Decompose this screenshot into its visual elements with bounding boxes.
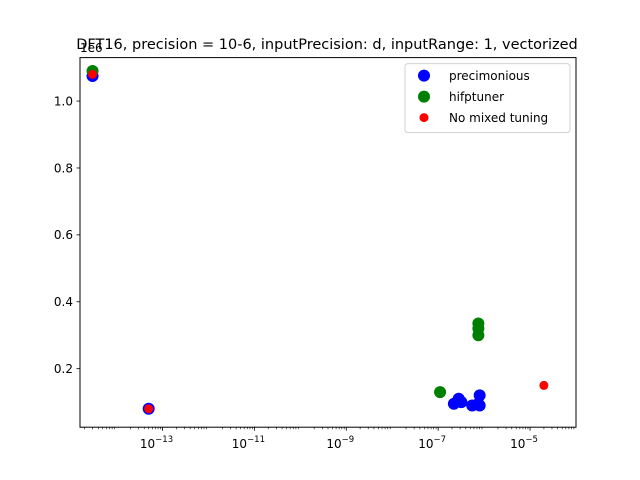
y-tick-label-2: 0.6: [54, 228, 73, 242]
y-offset-label: 1e6: [80, 41, 103, 55]
legend-label-2: No mixed tuning: [449, 111, 548, 125]
x-tick-label-0: 10−13: [140, 435, 173, 451]
legend-marker-2: [419, 113, 429, 123]
point-series-2-0: [88, 69, 98, 79]
x-tick-label-3: 10−7: [418, 435, 446, 451]
point-series-0-8: [473, 399, 486, 412]
point-series-0-7: [473, 389, 486, 402]
legend-label-1: hifptuner: [449, 90, 504, 104]
x-tick-label-4: 10−5: [510, 435, 538, 451]
point-series-2-2: [539, 380, 549, 390]
y-tick-label-1: 0.4: [54, 295, 73, 309]
legend: precimonious hifptuner No mixed tuning: [404, 63, 571, 134]
x-tick-label-1: 10−11: [232, 435, 265, 451]
y-tick-label-4: 1.0: [54, 94, 73, 108]
point-series-1-4: [472, 329, 485, 342]
point-series-2-1: [144, 404, 154, 414]
point-series-1-1: [434, 386, 447, 399]
legend-label-0: precimonious: [449, 69, 530, 83]
x-axis: 10−13 10−11 10−9 10−7 10−5: [84, 427, 575, 451]
point-series-0-4: [455, 396, 468, 409]
legend-box: [404, 63, 571, 134]
x-tick-label-2: 10−9: [326, 435, 354, 451]
legend-marker-0: [418, 69, 430, 82]
y-tick-label-3: 0.8: [54, 161, 73, 175]
plot-marks: [86, 64, 549, 415]
chart-title: DFT16, precision = 10-6, inputPrecision:…: [76, 37, 578, 53]
legend-marker-1: [418, 90, 430, 103]
y-tick-label-0: 0.2: [54, 362, 73, 376]
y-axis: 0.2 0.4 0.6 0.8 1.0: [54, 94, 80, 376]
